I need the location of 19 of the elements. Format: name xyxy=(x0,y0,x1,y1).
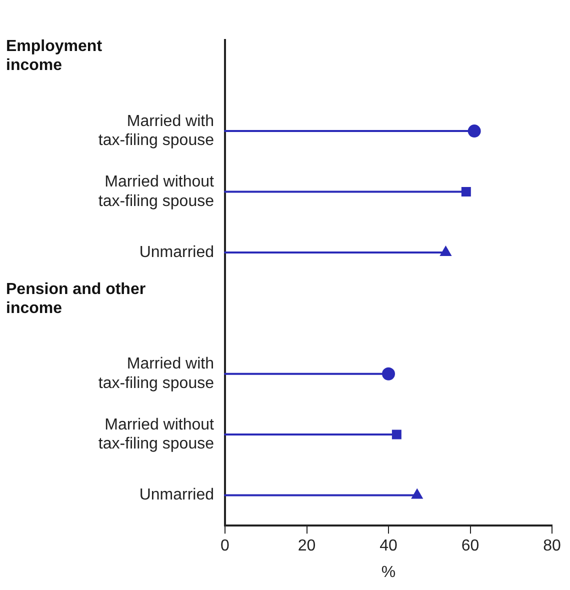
x-tick-label: 80 xyxy=(543,538,561,555)
point xyxy=(392,430,402,440)
y-tick-label: Unmarried xyxy=(139,244,214,261)
text: Employment income xyxy=(6,37,104,76)
x-tick-label: 20 xyxy=(298,538,316,555)
y-tick-label: Unmarried xyxy=(139,486,214,504)
x-axis-title: % xyxy=(381,564,396,581)
y-tick-label: Married with tax-filing spouse xyxy=(98,356,214,392)
point xyxy=(461,187,471,196)
x-tick-label: 0 xyxy=(220,538,230,555)
y-tick-label: Married without tax-filing spouse xyxy=(98,174,215,210)
text: Pension and other income xyxy=(6,280,147,318)
x-tick-label: 40 xyxy=(380,538,398,555)
point xyxy=(382,367,395,380)
x-tick-label: 60 xyxy=(461,538,480,555)
y-tick-label: Married without tax-filing spouse xyxy=(98,416,215,453)
y-tick-label: Married with tax-filing spouse xyxy=(98,112,214,150)
point xyxy=(411,488,423,499)
point xyxy=(468,124,481,138)
